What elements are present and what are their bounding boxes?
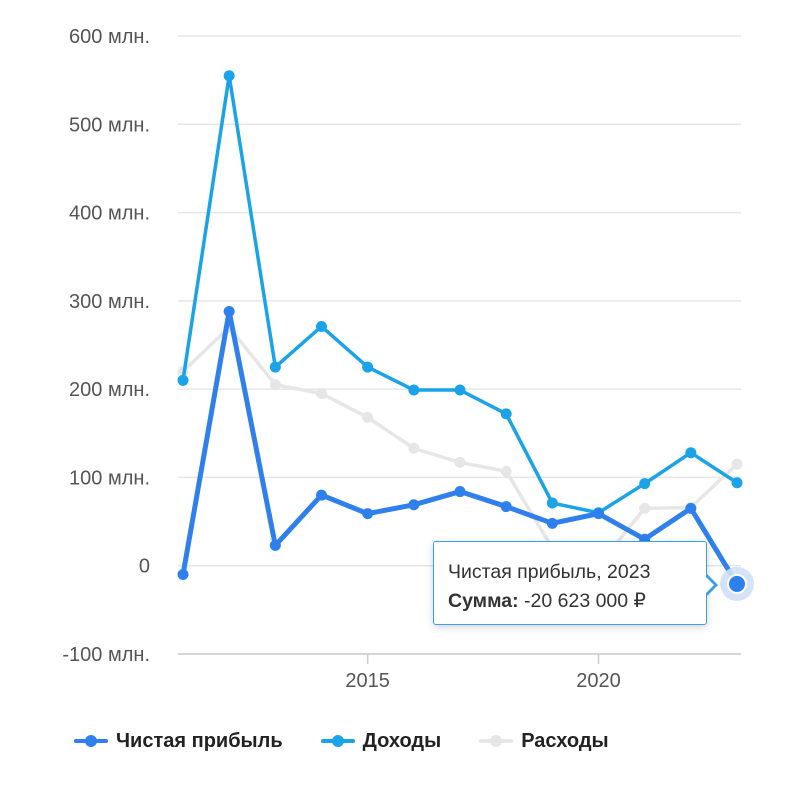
tooltip-sum-value: -20 623 000 ₽ — [524, 590, 646, 612]
series-lines — [177, 70, 743, 590]
point-expenses — [362, 411, 374, 423]
point-net-profit — [454, 486, 466, 498]
legend-marker-net-profit — [74, 731, 108, 751]
point-income — [639, 478, 651, 490]
tooltip-pointer — [704, 573, 718, 597]
point-income — [269, 361, 281, 373]
point-net-profit — [177, 569, 189, 581]
x-axis-ticks: 2015 2020 — [345, 654, 621, 692]
point-expenses — [269, 379, 281, 391]
tooltip-title: Чистая прибыль, 2023 — [448, 561, 651, 583]
point-expenses — [500, 465, 512, 477]
y-tick-label: 500 млн. — [69, 114, 150, 136]
point-expenses — [454, 456, 466, 468]
x-tick-label: 2020 — [576, 670, 621, 692]
legend-label-income: Доходы — [362, 729, 442, 752]
point-expenses — [316, 388, 327, 400]
legend-item-income[interactable]: Доходы — [320, 729, 442, 753]
tooltip-sum: Сумма: -20 623 000 ₽ — [448, 587, 706, 616]
legend-marker-expenses — [479, 731, 514, 751]
point-net-profit — [408, 499, 420, 511]
y-tick-label: 100 млн. — [69, 467, 150, 489]
y-tick-label: 200 млн. — [69, 379, 150, 401]
point-net-profit — [593, 508, 604, 520]
tooltip: Чистая прибыль, 2023 Сумма: -20 623 000 … — [433, 541, 718, 625]
series-line-expenses — [181, 325, 739, 568]
point-income — [362, 361, 374, 373]
hover-point — [727, 573, 747, 594]
point-net-profit — [685, 502, 697, 514]
point-net-profit — [362, 508, 374, 520]
y-axis-ticks: 600 млн. 500 млн. 400 млн. 300 млн. 200 млн.… — [62, 26, 150, 666]
point-net-profit — [500, 501, 512, 513]
point-income — [731, 477, 743, 489]
y-tick-label: 600 млн. — [69, 26, 150, 48]
point-expenses — [408, 442, 420, 454]
legend-label-expenses: Расходы — [521, 729, 609, 752]
point-net-profit — [546, 517, 558, 529]
point-income — [408, 384, 420, 396]
y-tick-label: -100 млн. — [62, 644, 150, 666]
point-income — [546, 497, 558, 509]
x-tick-label: 2015 — [345, 670, 390, 692]
point-expenses — [639, 502, 651, 514]
legend-label-net-profit: Чистая прибыль — [116, 729, 283, 752]
point-income — [223, 70, 235, 82]
point-income — [500, 408, 512, 420]
series-line-income — [181, 73, 739, 515]
point-net-profit — [223, 305, 235, 317]
point-income — [454, 384, 466, 396]
y-tick-label: 0 — [139, 556, 150, 578]
point-net-profit — [316, 489, 327, 501]
legend-item-expenses[interactable]: Расходы — [479, 729, 609, 753]
point-income — [316, 320, 327, 332]
point-net-profit — [269, 539, 281, 551]
y-tick-label: 400 млн. — [69, 203, 150, 225]
y-tick-label: 300 млн. — [69, 291, 150, 313]
point-expenses — [731, 458, 743, 470]
legend-item-net-profit[interactable]: Чистая прибыль — [74, 730, 283, 753]
point-income — [685, 447, 697, 459]
legend-marker-income — [320, 731, 355, 751]
legend: Чистая прибыль Доходы Расходы — [74, 727, 647, 755]
hover-highlight — [720, 566, 754, 601]
chart-plot: 600 млн. 500 млн. 400 млн. 300 млн. 200 млн.… — [62, 26, 754, 692]
point-income — [177, 374, 189, 386]
tooltip-sum-label: Сумма: — [448, 590, 519, 612]
